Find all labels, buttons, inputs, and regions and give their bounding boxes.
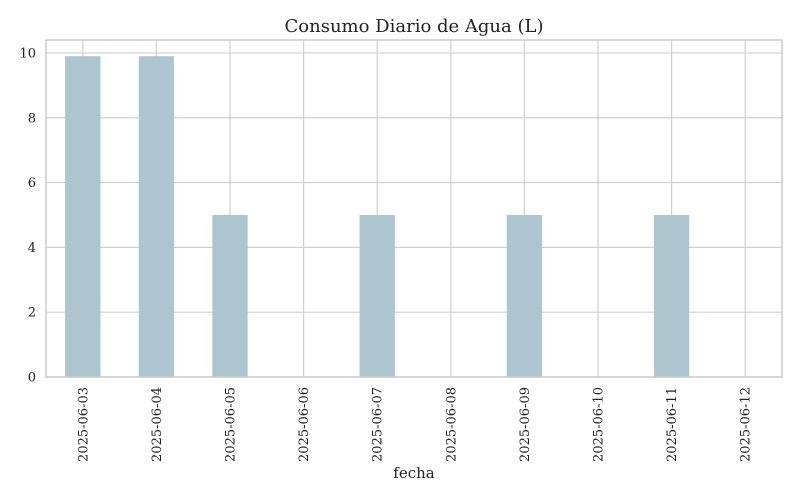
x-axis-ticks: 2025-06-03 2025-06-04 2025-06-05 2025-06-06… bbox=[76, 387, 753, 462]
bar-2025-06-11 bbox=[653, 214, 690, 377]
bar-2025-06-09 bbox=[506, 214, 543, 377]
y-tick-label: 6 bbox=[28, 176, 36, 191]
x-tick-label: 2025-06-04 bbox=[150, 387, 165, 462]
x-tick-label: 2025-06-05 bbox=[224, 387, 239, 462]
x-tick-label: 2025-06-07 bbox=[371, 387, 386, 462]
x-tick-label: 2025-06-11 bbox=[665, 387, 680, 462]
x-tick-label: 2025-06-06 bbox=[297, 387, 312, 462]
bars bbox=[65, 56, 690, 377]
y-tick-label: 4 bbox=[28, 241, 36, 256]
x-axis-label: fecha bbox=[393, 464, 434, 482]
chart-title: Consumo Diario de Agua (L) bbox=[285, 16, 544, 37]
bar-2025-06-04 bbox=[138, 56, 175, 377]
y-tick-label: 2 bbox=[28, 306, 36, 321]
y-axis-ticks: 0 2 4 6 8 10 bbox=[19, 46, 36, 385]
bar-2025-06-03 bbox=[65, 56, 101, 377]
x-tick-label: 2025-06-08 bbox=[444, 387, 459, 462]
x-tick-label: 2025-06-12 bbox=[739, 387, 754, 462]
x-tick-label: 2025-06-09 bbox=[518, 387, 533, 462]
bar-2025-06-07 bbox=[359, 214, 395, 377]
x-tick-label: 2025-06-10 bbox=[592, 387, 607, 462]
bar-2025-06-05 bbox=[212, 214, 248, 377]
x-tick-label: 2025-06-03 bbox=[76, 387, 91, 462]
y-tick-label: 10 bbox=[19, 46, 36, 61]
y-tick-label: 0 bbox=[28, 371, 36, 386]
y-tick-label: 8 bbox=[28, 111, 36, 126]
plot-frame bbox=[45, 39, 783, 378]
